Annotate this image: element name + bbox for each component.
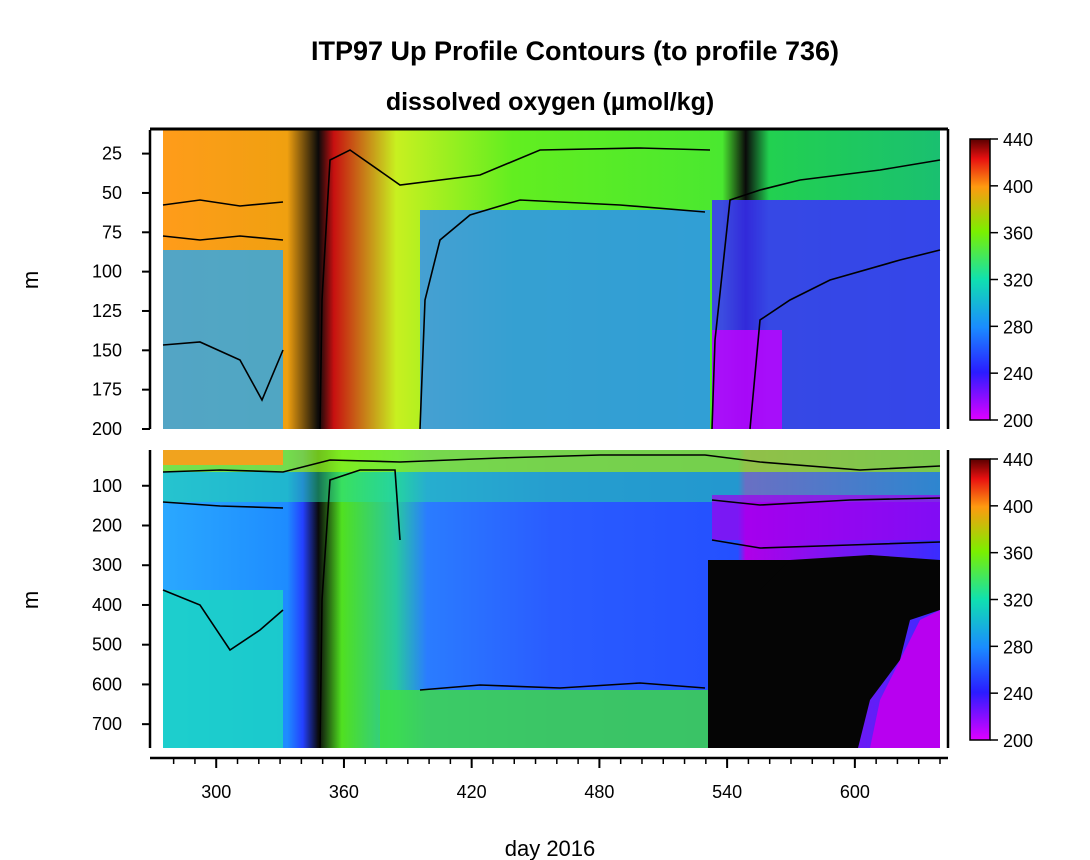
colorbar-tick-label: 240: [1003, 684, 1033, 704]
colorbar-tick-label: 400: [1003, 177, 1033, 197]
y-tick-label: 25: [102, 144, 122, 164]
y-tick-label: 500: [92, 635, 122, 655]
bottom-panel-contours: [162, 454, 941, 749]
bottom-colorbar-ticks: 440 400 360 320 280 240 200: [990, 450, 1033, 751]
contour-line: [749, 249, 941, 430]
bottom-y-label: m: [18, 591, 43, 609]
y-tick-label: 200: [92, 419, 122, 439]
x-axis-label: day 2016: [505, 836, 596, 860]
contour-line: [162, 341, 284, 402]
contour-line: [319, 147, 711, 430]
top-y-label: m: [18, 271, 43, 289]
contour-line: [319, 469, 401, 749]
contour-line: [162, 199, 284, 207]
contour-line: [162, 454, 941, 473]
colorbar-tick-label: 360: [1003, 544, 1033, 564]
contour-line: [162, 589, 284, 652]
bottom-panel: 100 200 300 400 500 600 700 300 360 420 480 540 600…: [18, 450, 1033, 860]
bottom-panel-layers: [163, 450, 940, 748]
bottom-violet-band: [712, 495, 940, 540]
y-tick-label: 400: [92, 595, 122, 615]
contour-line: [711, 539, 941, 549]
top-panel-axes: [148, 127, 950, 429]
top-deep-violet: [712, 330, 782, 429]
x-tick-label: 360: [329, 782, 359, 802]
contour-line: [162, 501, 284, 509]
bottom-deep-center: [380, 690, 710, 748]
bottom-colorbar: 440 400 360 320 280 240 200: [969, 450, 1033, 751]
y-tick-label: 150: [92, 340, 122, 360]
y-tick-label: 125: [92, 301, 122, 321]
colorbar-tick-label: 240: [1003, 364, 1033, 384]
top-colorbar-ramp: [969, 138, 991, 421]
bottom-panel-axes: [148, 450, 950, 760]
x-tick-label: 420: [457, 782, 487, 802]
y-tick-label: 200: [92, 515, 122, 535]
y-tick-label: 300: [92, 555, 122, 575]
colorbar-tick-label: 440: [1003, 450, 1033, 470]
top-panel-contours: [162, 147, 941, 430]
colorbar-tick-label: 280: [1003, 317, 1033, 337]
contour-line: [419, 199, 706, 430]
contour-line: [711, 497, 941, 506]
top-colorbar: 440 400 360 320 280 240 200: [969, 130, 1033, 431]
figure-titles: ITP97 Up Profile Contours (to profile 73…: [311, 36, 839, 116]
bottom-deep-right-mass: [708, 555, 940, 748]
bottom-surface-warm: [163, 450, 283, 465]
y-tick-label: 50: [102, 183, 122, 203]
x-tick-label: 300: [201, 782, 231, 802]
bottom-surface-layer: [163, 450, 940, 472]
top-colorbar-ticks: 440 400 360 320 280 240 200: [990, 130, 1033, 431]
top-deep-center: [420, 210, 710, 429]
y-tick-label: 100: [92, 262, 122, 282]
bottom-y-ticks: 100 200 300 400 500 600 700: [92, 476, 150, 734]
contour-line: [711, 159, 941, 430]
contour-line: [162, 235, 284, 241]
colorbar-tick-label: 440: [1003, 130, 1033, 150]
top-panel-deep-water: [163, 200, 940, 429]
colorbar-tick-label: 400: [1003, 497, 1033, 517]
y-tick-label: 600: [92, 674, 122, 694]
bottom-deep-left: [163, 590, 283, 748]
y-tick-label: 700: [92, 714, 122, 734]
x-tick-label: 540: [712, 782, 742, 802]
y-tick-label: 175: [92, 380, 122, 400]
y-tick-label: 75: [102, 222, 122, 242]
top-y-ticks: 25 50 75 100 125 150 175 200: [92, 144, 150, 439]
colorbar-tick-label: 320: [1003, 271, 1033, 291]
y-tick-label: 100: [92, 476, 122, 496]
bottom-colorbar-ramp: [969, 458, 991, 741]
chart-subtitle: dissolved oxygen (µmol/kg): [386, 88, 714, 116]
contour-line: [419, 682, 706, 691]
chart-title: ITP97 Up Profile Contours (to profile 73…: [311, 36, 839, 66]
bottom-deep-right-violet: [870, 610, 940, 748]
colorbar-tick-label: 200: [1003, 411, 1033, 431]
x-tick-label: 600: [840, 782, 870, 802]
top-panel: 25 50 75 100 125 150 175 200 m 440 400 360 320 280 2…: [18, 127, 1033, 439]
top-deep-left: [163, 250, 283, 429]
x-tick-label: 480: [584, 782, 614, 802]
colorbar-tick-label: 200: [1003, 731, 1033, 751]
bottom-x-ticks: 300 360 420 480 540 600: [172, 758, 941, 802]
colorbar-tick-label: 360: [1003, 224, 1033, 244]
colorbar-tick-label: 320: [1003, 591, 1033, 611]
colorbar-tick-label: 280: [1003, 637, 1033, 657]
